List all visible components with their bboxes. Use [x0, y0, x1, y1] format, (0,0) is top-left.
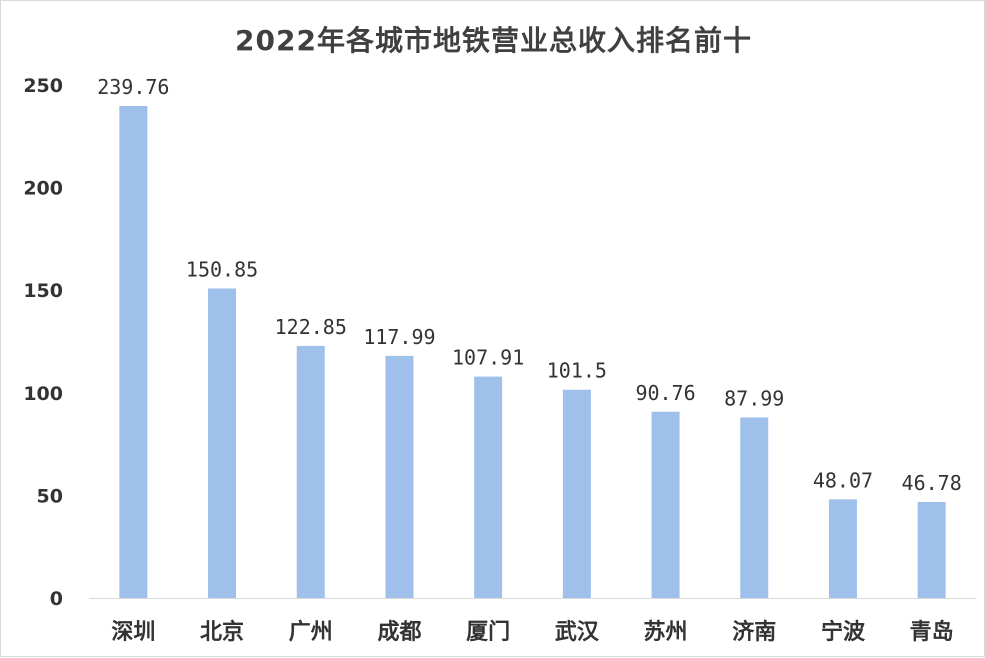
bar [296, 345, 325, 598]
y-tick-label: 150 [23, 280, 63, 302]
bar [740, 417, 769, 598]
bar [474, 376, 503, 598]
bar [208, 288, 237, 598]
data-label: 107.91 [452, 346, 524, 370]
y-tick-label: 200 [23, 178, 63, 200]
data-label: 46.78 [902, 471, 962, 495]
bar [385, 355, 414, 598]
x-tick-label: 成都 [377, 620, 421, 645]
data-label: 122.85 [275, 315, 347, 339]
x-tick-label: 宁波 [821, 619, 866, 645]
data-label: 239.76 [97, 75, 169, 99]
x-tick-label: 深圳 [111, 620, 155, 645]
y-tick-label: 100 [23, 383, 63, 405]
bar [917, 502, 946, 598]
y-tick-label: 0 [50, 588, 63, 610]
x-tick-label: 济南 [732, 619, 776, 645]
y-tick-label: 50 [37, 485, 63, 507]
data-label: 150.85 [186, 257, 258, 281]
data-label: 101.5 [547, 359, 607, 383]
bar [119, 106, 148, 598]
x-tick-label: 武汉 [555, 620, 600, 645]
data-label: 48.07 [813, 468, 873, 492]
chart-title: 2022年各城市地铁营业总收入排名前十 [235, 24, 752, 57]
x-tick-label: 青岛 [910, 619, 954, 645]
data-label: 87.99 [724, 386, 784, 410]
x-tick-label: 广州 [289, 619, 333, 645]
bar [562, 389, 591, 598]
x-tick-label: 厦门 [466, 619, 510, 645]
data-label: 90.76 [635, 381, 695, 405]
data-label: 117.99 [363, 325, 435, 349]
bar [651, 411, 680, 598]
bar [828, 499, 857, 598]
x-tick-label: 北京 [200, 619, 244, 645]
x-tick-label: 苏州 [644, 619, 688, 645]
y-tick-label: 250 [23, 75, 63, 97]
